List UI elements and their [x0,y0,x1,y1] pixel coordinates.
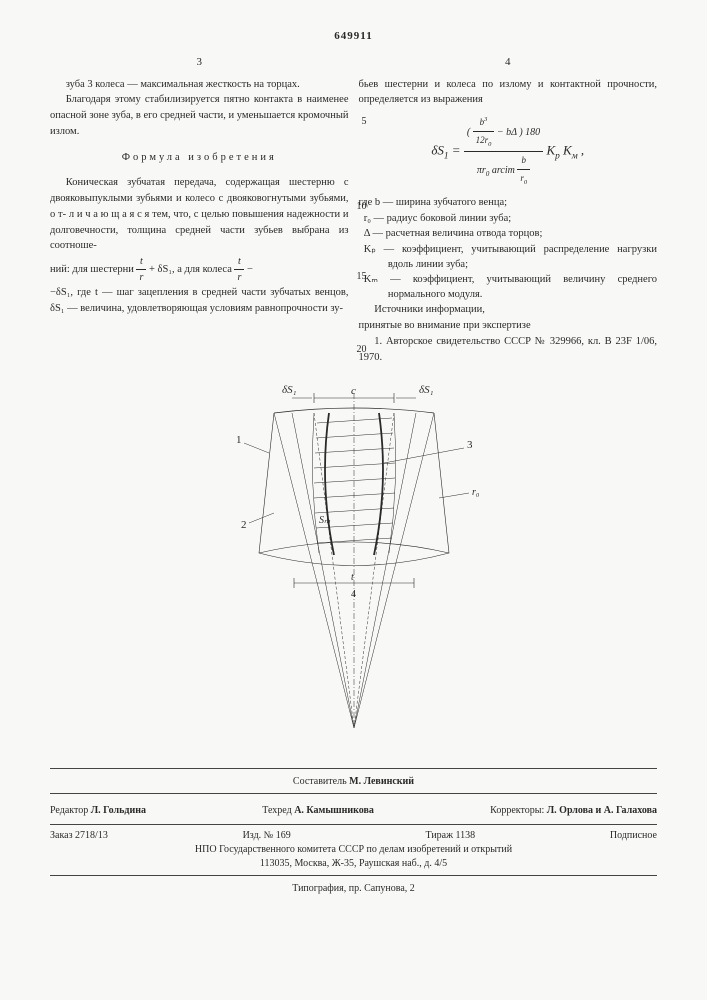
def-delta: Δ — расчетная величина отвода торцов; [388,226,657,241]
corr-label: Корректоры: [490,805,544,816]
para-l1: зуба 3 колеса — максимальная жесткость н… [50,77,349,93]
lbl-sm: Sₘ [319,515,331,526]
txt-mid: + δS₁, а для колеса [149,264,234,275]
composer: М. Левинский [349,776,414,787]
composer-label: Составитель [293,776,347,787]
frac-tr-2: tr [234,254,244,285]
pub-row: Заказ 2718/13 Изд. № 169 Тираж 1138 Подп… [50,825,657,843]
lbl-2: 2 [241,519,247,531]
lbl-ds1-l: δS₁ [282,384,297,396]
lbl-1: 1 [236,434,242,446]
lbl-ds1-r: δS₁ [419,384,434,396]
para-l3c: −δS₁, где t — шаг зацепления в средней ч… [50,285,349,317]
footer: Составитель М. Левинский Редактор Л. Гол… [50,768,657,896]
editor: Л. Гольдина [91,805,146,816]
formula-heading: Формула изобретения [50,150,349,166]
text-columns: 3 зуба 3 колеса — максимальная жесткость… [50,54,657,365]
org: НПО Государственного комитета СССР по де… [50,843,657,857]
right-column: 4 бьев шестерни и колеса по излому и кон… [359,54,658,365]
doc-number: 649911 [50,30,657,42]
para-l2: Благодаря этому стабилизируется пятно ко… [50,92,349,139]
frac-tr-1: tr [136,254,146,285]
where: где b — ширина зубчатого венца; [359,195,658,211]
corr: Л. Орлова и А. Галахова [547,805,657,816]
txt-prefix: ний: для шестерни [50,264,136,275]
txt-suf: − [247,264,253,275]
para-r1: бьев шестерни и колеса по излому и конта… [359,77,658,109]
main-formula: δS1 = ( b312r0 − bΔ ) 180 πr0 arcim br0 … [359,114,658,189]
lbl-c: c [351,385,356,397]
def-list: r₀ — радиус боковой линии зуба; Δ — расч… [359,211,658,302]
def-kp: Kₚ — коэффициент, учитывающий распределе… [388,242,657,272]
inline-formula: ний: для шестерни tr + δS₁, а для колеса… [50,254,349,285]
tooth-diagram: δS₁ δS₁ c Sₘ r₀ 1 2 3 4 t [50,383,657,756]
credits-row: Редактор Л. Гольдина Техред А. Камышнико… [50,793,657,825]
tech-label: Техред [262,805,291,816]
left-column: 3 зуба 3 колеса — максимальная жесткость… [50,54,349,365]
typography: Типография, пр. Сапунова, 2 [50,876,657,896]
def-r0: r₀ — радиус боковой линии зуба; [388,211,657,226]
src-head: Источники информации, [359,302,658,318]
def-km: Kₘ — коэффициент, учитывающий величину с… [388,272,657,302]
addr: 113035, Москва, Ж-35, Раушская наб., д. … [50,857,657,871]
order: Заказ 2718/13 [50,829,108,843]
lbl-r0: r₀ [472,487,480,498]
lbl-4: 4 [351,589,356,600]
tir: Тираж 1138 [425,829,475,843]
src-2: 1. Авторское свидетельство СССР № 329966… [359,334,658,366]
ed: Изд. № 169 [243,829,291,843]
lbl-3: 3 [467,439,473,451]
editor-label: Редактор [50,805,88,816]
svg-text:t: t [351,572,354,583]
col-number-right: 4 [359,54,658,71]
tech: А. Камышникова [294,805,374,816]
src-1: принятые во внимание при экспертизе [359,318,658,334]
sub: Подписное [610,829,657,843]
para-l3a: Коническая зубчатая передача, содержащая… [50,175,349,254]
col-number-left: 3 [50,54,349,71]
